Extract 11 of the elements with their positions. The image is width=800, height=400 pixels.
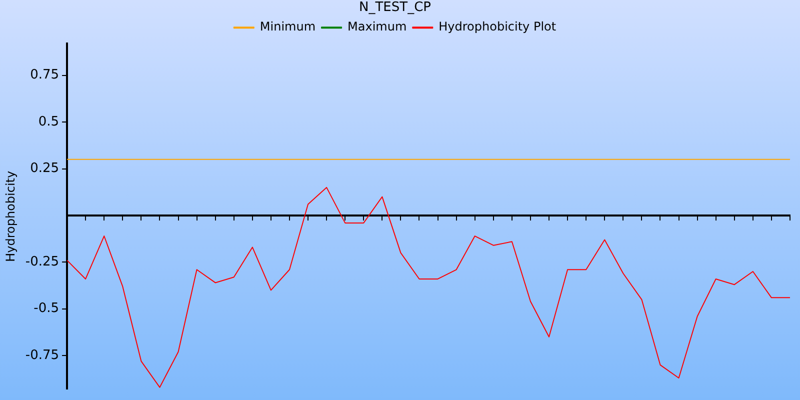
y-tick-label: 0.5 [38, 114, 60, 130]
legend-label: Maximum [348, 20, 407, 34]
y-tick-label: -0.5 [34, 301, 60, 316]
legend-label: Hydrophobicity Plot [438, 20, 556, 34]
legend-label: Minimum [260, 20, 316, 34]
y-tick-label: -0.25 [25, 254, 60, 270]
y-tick-label: 0.25 [30, 161, 60, 176]
y-tick-label: -0.75 [25, 348, 60, 363]
y-tick-label: 0.75 [30, 68, 60, 83]
chart-title: N_TEST_CP [359, 0, 432, 16]
y-axis-title: Hydrophobicity [3, 170, 18, 262]
